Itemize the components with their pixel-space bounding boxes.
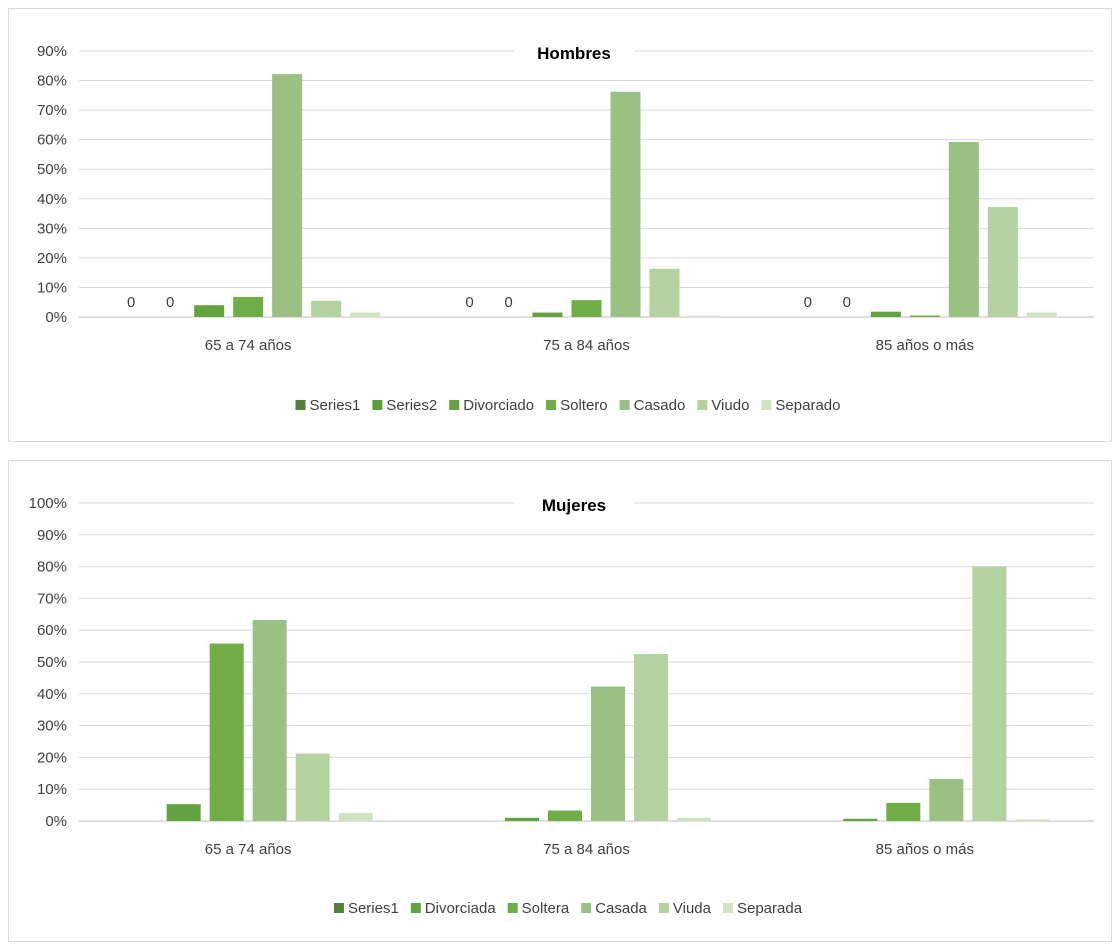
- legend-label: Casada: [595, 900, 647, 917]
- legend: Series1 Series2 Divorciado Soltero Casado Viu…: [295, 397, 840, 414]
- bar-viudo: [649, 268, 680, 317]
- bar-viuda: [972, 566, 1007, 821]
- legend: Series1 Divorciada Soltera Casada Viuda Separ…: [333, 900, 803, 917]
- bar-separada: [1015, 819, 1050, 821]
- y-tick-label: 60%: [37, 622, 67, 639]
- legend-swatch: [449, 400, 460, 410]
- legend-swatch: [581, 903, 592, 913]
- y-tick-label: 100%: [29, 495, 67, 512]
- y-tick-label: 10%: [37, 781, 67, 798]
- legend-label: Series1: [310, 397, 361, 414]
- bar-divorciada: [505, 817, 539, 821]
- data-label: 0: [166, 294, 174, 311]
- legend-label: Viuda: [673, 900, 712, 917]
- bar-soltera: [548, 810, 582, 821]
- chart-hombres: 0% 10% 20% 30% 40% 50% 60% 70% 80% 90% Hombres 0 0 65…: [8, 8, 1112, 442]
- x-category-label: 85 años o más: [876, 841, 974, 858]
- y-tick-label: 0%: [45, 309, 67, 326]
- x-category-label: 85 años o más: [876, 337, 974, 354]
- y-tick-label: 40%: [37, 686, 67, 703]
- data-label: 0: [504, 294, 512, 311]
- y-tick-label: 70%: [37, 590, 67, 607]
- y-tick-label: 10%: [37, 279, 67, 296]
- legend-label: Series1: [348, 900, 399, 917]
- y-tick-label: 20%: [37, 250, 67, 267]
- y-tick-label: 70%: [37, 102, 67, 119]
- y-tick-label: 50%: [37, 654, 67, 671]
- legend-label: Viudo: [711, 397, 749, 414]
- bar-soltero: [909, 315, 940, 317]
- legend-swatch: [295, 400, 306, 410]
- x-category-label: 75 a 84 años: [543, 337, 630, 354]
- legend-swatch: [697, 400, 708, 410]
- legend-swatch: [372, 400, 383, 410]
- bar-soltera: [886, 802, 921, 821]
- bar-divorciado: [194, 305, 225, 317]
- bar-separada: [677, 817, 711, 821]
- legend-label: Separado: [775, 397, 840, 414]
- bar-divorciado: [532, 312, 563, 317]
- data-label: 0: [465, 294, 473, 311]
- bar-separado: [688, 315, 719, 317]
- y-tick-label: 90%: [37, 43, 67, 60]
- y-tick-label: 30%: [37, 220, 67, 237]
- bar-casada: [591, 686, 625, 821]
- y-tick-label: 0%: [45, 813, 67, 830]
- y-tick-label: 30%: [37, 718, 67, 735]
- legend-label: Soltero: [560, 397, 608, 414]
- legend-swatch: [333, 903, 344, 913]
- bar-casado: [272, 74, 303, 317]
- legend-swatch: [507, 903, 518, 913]
- y-tick-label: 80%: [37, 559, 67, 576]
- bar-casado: [610, 91, 641, 317]
- bar-casada: [929, 779, 964, 821]
- y-tick-label: 90%: [37, 527, 67, 544]
- x-category-label: 65 a 74 años: [205, 841, 292, 858]
- y-tick-label: 60%: [37, 132, 67, 149]
- bar-viudo: [987, 207, 1018, 317]
- legend-swatch: [410, 903, 421, 913]
- bar-casada: [252, 620, 287, 821]
- chart-title-background: [514, 493, 634, 519]
- chart-title: Hombres: [537, 44, 611, 63]
- chart-title-background: [514, 41, 634, 67]
- legend-swatch: [658, 903, 669, 913]
- data-label: 0: [127, 294, 135, 311]
- legend-label: Casado: [634, 397, 686, 414]
- bar-divorciado: [870, 311, 901, 317]
- y-tick-label: 80%: [37, 73, 67, 90]
- chart-title: Mujeres: [542, 496, 606, 515]
- bar-casado: [948, 142, 979, 317]
- x-category-label: 75 a 84 años: [543, 841, 630, 858]
- x-category-label: 65 a 74 años: [205, 337, 292, 354]
- bar-separada: [338, 813, 373, 821]
- bar-viuda: [295, 753, 330, 821]
- chart-mujeres: 0% 10% 20% 30% 40% 50% 60% 70% 80% 90% 100% Mujeres…: [8, 460, 1112, 942]
- legend-swatch: [722, 903, 733, 913]
- data-label: 0: [804, 294, 812, 311]
- legend-label: Divorciada: [425, 900, 497, 917]
- bar-separado: [350, 312, 381, 317]
- bar-divorciada: [166, 804, 201, 821]
- legend-label: Series2: [386, 397, 437, 414]
- bar-soltero: [571, 300, 602, 317]
- data-label: 0: [843, 294, 851, 311]
- legend-swatch: [761, 400, 772, 410]
- chart-mujeres-svg: 0% 10% 20% 30% 40% 50% 60% 70% 80% 90% 100% Mujeres…: [29, 493, 1094, 917]
- bar-soltera: [209, 643, 244, 821]
- y-tick-label: 40%: [37, 191, 67, 208]
- bar-divorciada: [843, 818, 878, 821]
- legend-swatch: [546, 400, 557, 410]
- legend-swatch: [619, 400, 630, 410]
- y-tick-label: 20%: [37, 749, 67, 766]
- bar-viuda: [634, 654, 668, 821]
- legend-label: Separada: [737, 900, 803, 917]
- bar-soltero: [233, 296, 264, 317]
- y-tick-label: 50%: [37, 161, 67, 178]
- bar-viudo: [311, 300, 342, 317]
- bar-separado: [1026, 312, 1057, 317]
- legend-label: Divorciado: [463, 397, 534, 414]
- chart-hombres-svg: 0% 10% 20% 30% 40% 50% 60% 70% 80% 90% Hombres 0 0 65…: [37, 41, 1094, 414]
- legend-label: Soltera: [522, 900, 570, 917]
